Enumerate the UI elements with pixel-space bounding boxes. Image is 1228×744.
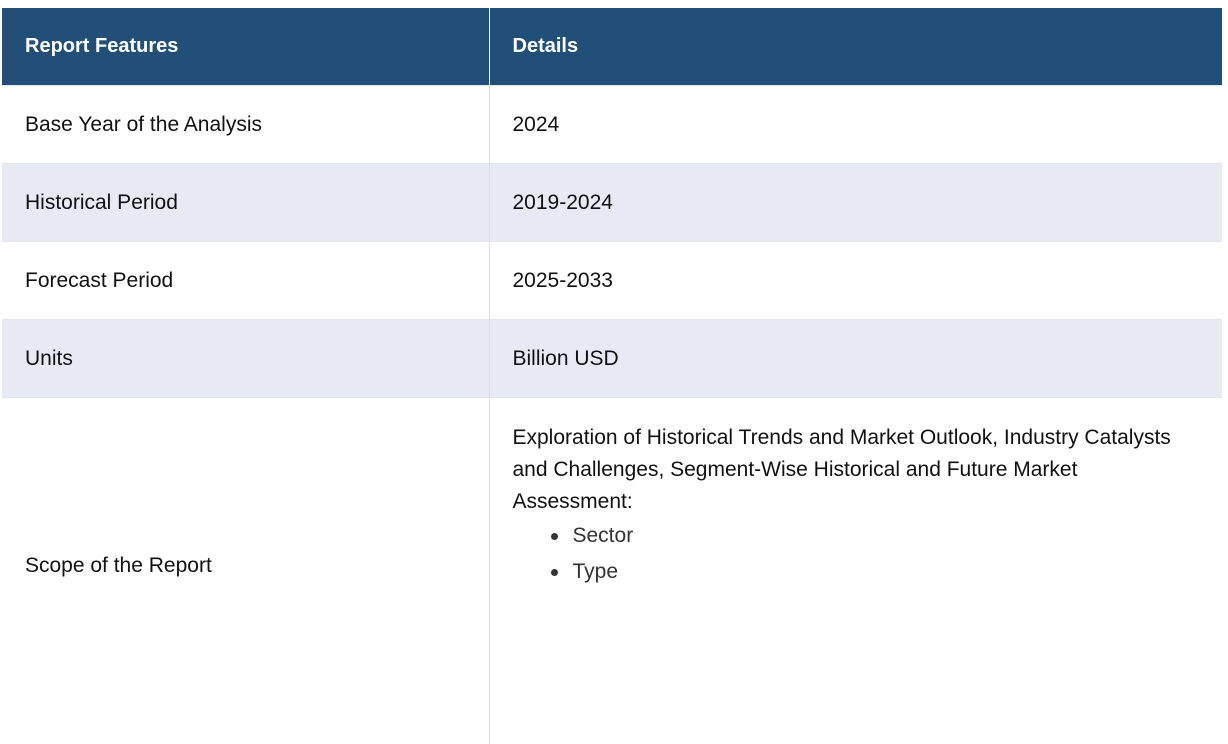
detail-cell: 2025-2033 [489, 242, 1222, 320]
bullet-icon [551, 569, 558, 576]
detail-cell: 2024 [489, 86, 1222, 164]
list-item-label: Sector [573, 524, 634, 547]
report-table: Report Features Details Base Year of the… [2, 8, 1222, 744]
list-item-label: Type [573, 560, 619, 583]
feature-cell: Scope of the Report [2, 398, 489, 744]
scope-list: Sector Type [513, 518, 1183, 590]
scope-intro: Exploration of Historical Trends and Mar… [513, 422, 1183, 518]
list-item: Sector [551, 518, 1183, 554]
feature-cell: Forecast Period [2, 242, 489, 320]
feature-cell: Historical Period [2, 164, 489, 242]
table-row: Base Year of the Analysis 2024 [2, 86, 1222, 164]
table-row-scope: Scope of the Report Exploration of Histo… [2, 398, 1222, 744]
feature-cell: Units [2, 320, 489, 398]
header-report-features: Report Features [2, 8, 489, 86]
table-row: Forecast Period 2025-2033 [2, 242, 1222, 320]
scope-detail-cell: Exploration of Historical Trends and Mar… [489, 398, 1222, 744]
table-row: Units Billion USD [2, 320, 1222, 398]
table-header-row: Report Features Details [2, 8, 1222, 86]
detail-cell: Billion USD [489, 320, 1222, 398]
table-row: Historical Period 2019-2024 [2, 164, 1222, 242]
feature-cell: Base Year of the Analysis [2, 86, 489, 164]
list-item: Type [551, 554, 1183, 590]
detail-cell: 2019-2024 [489, 164, 1222, 242]
header-details: Details [489, 8, 1222, 86]
bullet-icon [551, 533, 558, 540]
